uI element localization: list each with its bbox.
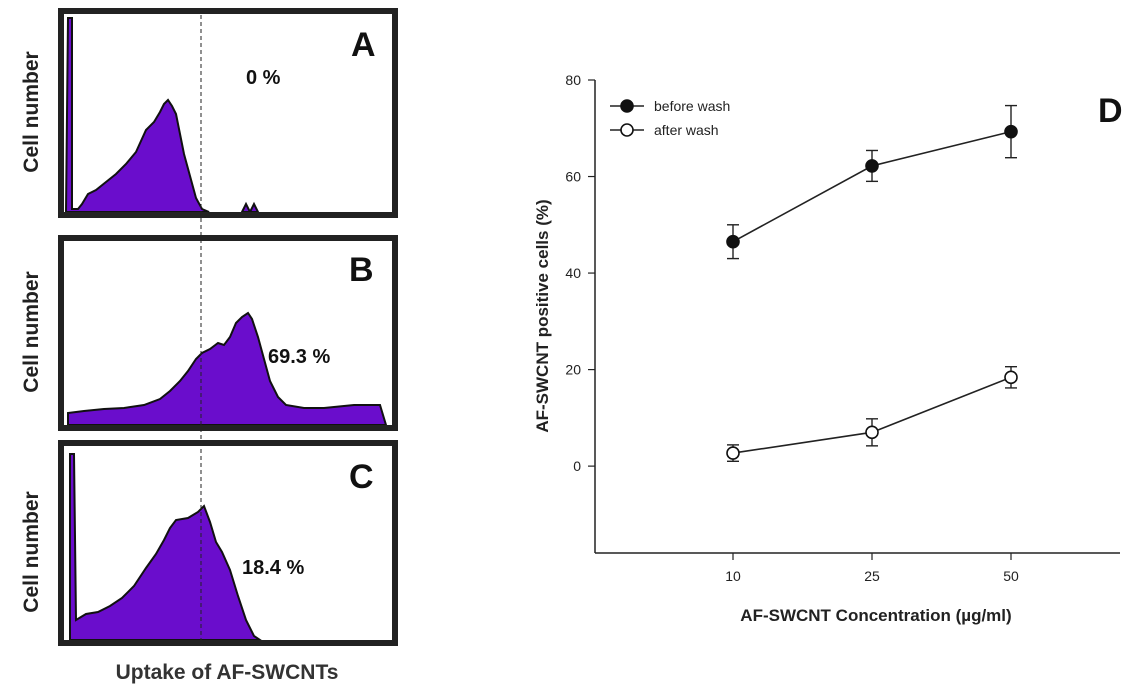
histogram-a-svg: A 0 % [64, 17, 376, 212]
chart-d-point [1004, 124, 1018, 139]
histogram-a-blip [240, 201, 260, 212]
chart-d-ytick-label: 80 [565, 72, 581, 88]
panel-a-percent: 0 % [246, 67, 281, 89]
chart-d-legend-label: before wash [654, 98, 730, 114]
chart-d-legend-marker [620, 123, 634, 137]
chart-d-panel-letter: D [1098, 92, 1123, 130]
chart-d-point [865, 425, 879, 440]
chart-d-ytick-label: 60 [565, 169, 581, 185]
chart-d-legend-marker [620, 99, 634, 113]
panel-a-letter: A [351, 26, 376, 64]
histogram-a-fill [64, 17, 210, 212]
chart-d-ytick-label: 40 [565, 265, 581, 281]
chart-d-series-line [732, 130, 1012, 243]
chart-d-ytick-label: 0 [573, 458, 581, 474]
chart-d-legend-label: after wash [654, 122, 719, 138]
chart-d-xlabel: AF-SWCNT Concentration (µg/ml) [740, 606, 1011, 625]
chart-d-point [1004, 370, 1018, 385]
chart-d-xtick-label: 50 [1003, 568, 1019, 584]
panel-b-percent: 69.3 % [268, 346, 330, 368]
histogram-panel-a: A 0 % [58, 8, 398, 218]
chart-d-point [726, 446, 740, 460]
panel-c-letter: C [349, 458, 374, 496]
chart-d-point [726, 234, 740, 249]
chart-d-ylabel: AF-SWCNT positive cells (%) [533, 199, 552, 432]
histogram-panel-b: B 69.3 % [58, 235, 398, 431]
histogram-panel-c: C 18.4 % [58, 440, 398, 646]
histogram-shared-xlabel: Uptake of AF-SWCNTs [115, 661, 339, 684]
panel-c-percent: 18.4 % [242, 557, 304, 579]
chart-d-xtick-label: 25 [864, 568, 880, 584]
chart-d-ytick-label: 20 [565, 362, 581, 378]
chart-d-point [865, 159, 879, 173]
histogram-c-svg: C 18.4 % [69, 453, 374, 640]
histogram-b-svg: B 69.3 % [67, 251, 388, 425]
panel-b-letter: B [349, 251, 374, 289]
chart-d-xtick-label: 10 [725, 568, 741, 584]
histogram-b-fill [67, 311, 388, 425]
histogram-c-fill [69, 453, 262, 640]
